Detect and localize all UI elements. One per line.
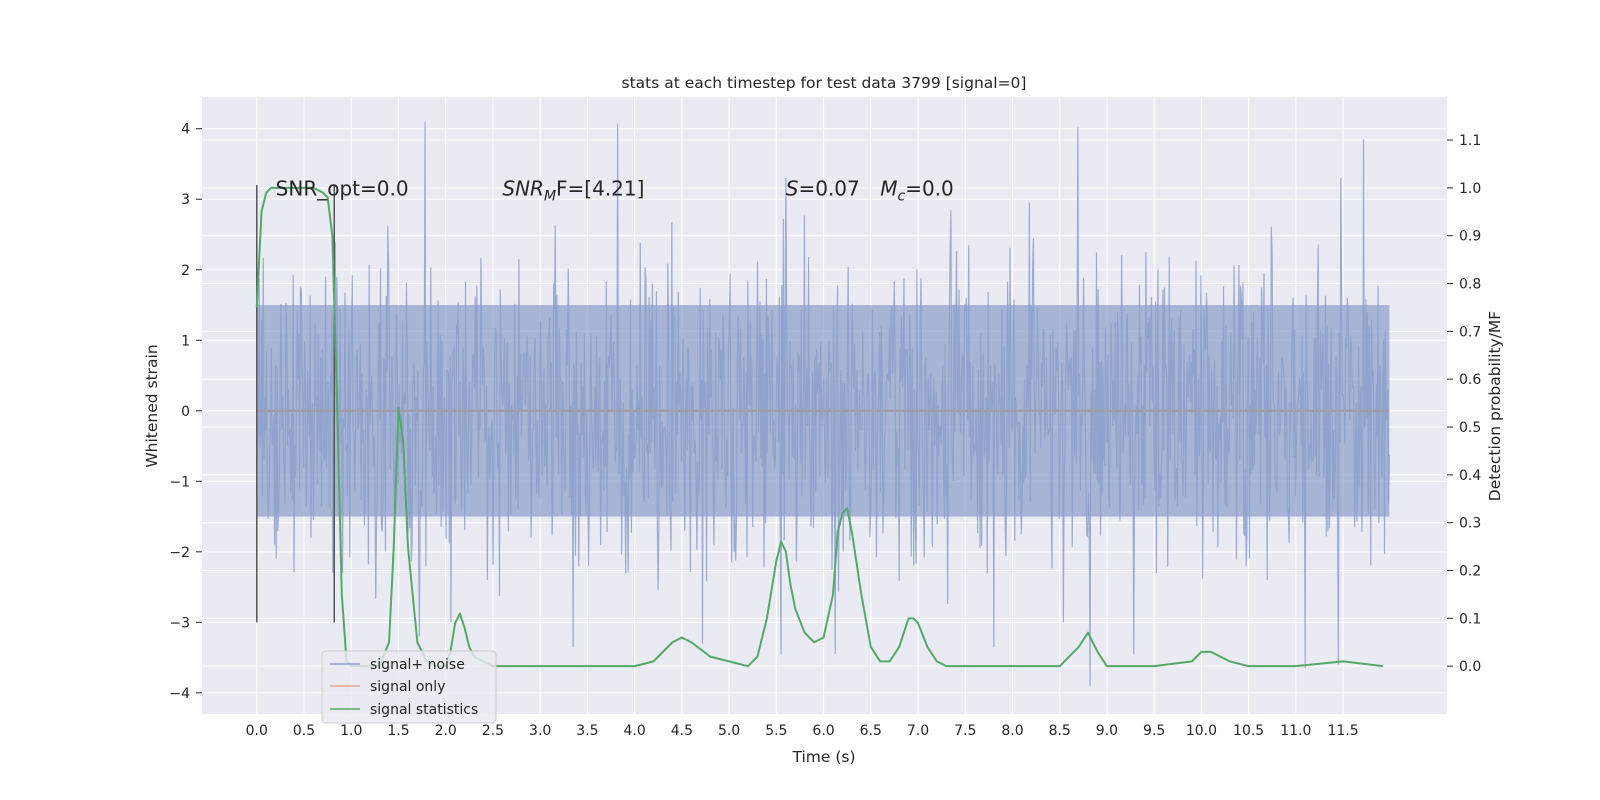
- x-tick-label: 0.5: [293, 723, 315, 739]
- y-tick-label: −4: [169, 686, 190, 702]
- x-tick-label: 6.0: [812, 723, 834, 739]
- y2-tick-label: 0.4: [1459, 468, 1481, 484]
- y2-tick-label: 0.1: [1459, 611, 1481, 627]
- y2-tick-label: 0.6: [1459, 372, 1481, 388]
- x-axis-ticks: 0.0 0.5 1.0 1.5 2.0 2.5 3.0 3.5 4.0 4.5 5.0 5.5 6.0 6…: [246, 723, 1359, 739]
- y2-tick-label: 0.0: [1459, 659, 1481, 675]
- annotation-tail: F=[4.21]: [556, 177, 644, 201]
- x-tick-label: 10.5: [1233, 723, 1264, 739]
- x-tick-label: 9.0: [1096, 723, 1118, 739]
- y-tick-label: −3: [169, 615, 190, 631]
- y2-axis-ticks: 1.1 1.0 0.9 0.8 0.7 0.6 0.5 0.4 0.3 0.2 0.1 0.0: [1447, 133, 1481, 675]
- x-tick-label: 1.5: [387, 723, 409, 739]
- x-tick-label: 11.0: [1280, 723, 1311, 739]
- y2-tick-label: 0.8: [1459, 277, 1481, 293]
- chart-title: stats at each timestep for test data 379…: [622, 74, 1027, 92]
- legend-label-signal-only: signal only: [370, 679, 445, 695]
- legend-label-signal-statistics: signal statistics: [370, 702, 478, 718]
- legend: signal+ noise signal only signal statist…: [321, 650, 497, 724]
- x-tick-label: 7.0: [907, 723, 929, 739]
- y-axis-ticks: 4 3 2 1 0 −1 −2 −3 −4: [169, 122, 202, 702]
- y2-tick-label: 0.2: [1459, 564, 1481, 580]
- x-tick-label: 1.0: [340, 723, 362, 739]
- vertical-markers: [256, 185, 335, 623]
- annotation-sub: c: [897, 189, 905, 205]
- x-tick-label: 3.5: [576, 723, 598, 739]
- x-tick-label: 8.0: [1001, 723, 1023, 739]
- noise-line: [256, 121, 1390, 686]
- x-tick-label: 0.0: [246, 723, 268, 739]
- x-tick-label: 2.5: [482, 723, 504, 739]
- y-tick-label: 2: [181, 263, 190, 279]
- y2-tick-label: 1.0: [1459, 181, 1481, 197]
- annotation-sub: M: [544, 189, 556, 205]
- x-tick-label: 7.5: [954, 723, 976, 739]
- y-tick-label: 0: [181, 404, 190, 420]
- y2-tick-label: 0.5: [1459, 420, 1481, 436]
- x-tick-label: 5.5: [765, 723, 787, 739]
- legend-label-signal-plus-noise: signal+ noise: [370, 657, 465, 673]
- annotation-main: SNR: [502, 177, 544, 201]
- x-tick-label: 11.5: [1328, 723, 1359, 739]
- x-tick-label: 8.5: [1049, 723, 1071, 739]
- y-tick-label: −1: [169, 474, 190, 490]
- annotation-main: S: [786, 177, 799, 201]
- legend-box: [321, 650, 497, 724]
- annotation-main: M: [880, 177, 897, 201]
- y-tick-label: 1: [181, 333, 190, 349]
- annotation-2: S=0.07: [786, 177, 860, 201]
- x-axis-label: Time (s): [791, 748, 855, 766]
- x-tick-label: 9.5: [1143, 723, 1165, 739]
- y-axis-label: Whitened strain: [143, 344, 161, 467]
- annotation-3: Mc=0.0: [880, 177, 954, 205]
- y2-tick-label: 0.9: [1459, 229, 1481, 245]
- x-tick-label: 10.0: [1186, 723, 1217, 739]
- x-tick-label: 6.5: [860, 723, 882, 739]
- y2-tick-label: 0.7: [1459, 324, 1481, 340]
- y2-tick-label: 1.1: [1459, 133, 1481, 149]
- annotation-0: SNR_opt=0.0: [276, 177, 409, 201]
- y-tick-label: 4: [181, 122, 190, 138]
- x-tick-label: 5.0: [718, 723, 740, 739]
- annotation-1: SNRMF=[4.21]: [502, 177, 644, 205]
- annotations: SNR_opt=0.0 SNRMF=[4.21] S=0.07 Mc=0.0: [276, 177, 954, 205]
- x-tick-label: 4.0: [623, 723, 645, 739]
- y-tick-label: −2: [169, 545, 190, 561]
- x-tick-label: 3.0: [529, 723, 551, 739]
- x-tick-label: 2.0: [435, 723, 457, 739]
- y2-axis-label: Detection probability/MF: [1486, 311, 1504, 502]
- y2-tick-label: 0.3: [1459, 516, 1481, 532]
- annotation-tail: =0.07: [798, 177, 859, 201]
- y-tick-label: 3: [181, 192, 190, 208]
- x-tick-label: 4.5: [671, 723, 693, 739]
- annotation-tail: =0.0: [905, 177, 954, 201]
